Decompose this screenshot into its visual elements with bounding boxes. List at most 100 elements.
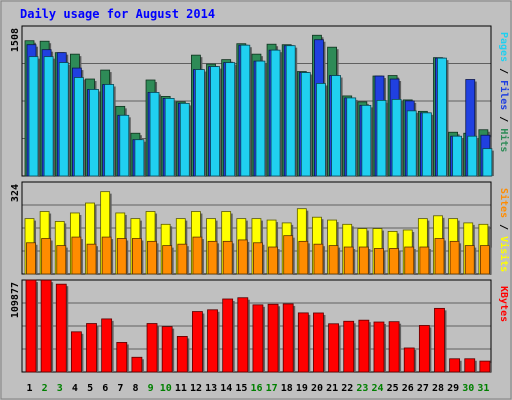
- visits-panel-legend: Sites / Visits: [498, 188, 510, 272]
- legend-separator: /: [498, 62, 509, 80]
- pages-bar: [89, 89, 99, 177]
- pages-bar: [195, 69, 205, 177]
- kbytes-bar: [25, 279, 37, 373]
- kbytes-bar: [403, 347, 415, 373]
- pages-bar: [240, 44, 251, 177]
- pages-bar: [316, 83, 326, 177]
- pages-bar: [43, 56, 54, 177]
- pages-bar: [376, 100, 387, 177]
- sites-bar: [237, 239, 248, 275]
- pages-bar: [437, 57, 447, 177]
- sites-bar: [147, 240, 157, 275]
- hits-panel-ytick: 1508: [10, 28, 21, 52]
- pages-bar: [391, 99, 402, 177]
- pages-bar: [406, 110, 417, 177]
- pages-bar: [331, 75, 341, 177]
- kbytes-bar: [328, 323, 339, 373]
- kbytes-panel: 109877 KBytes: [10, 279, 509, 373]
- kbytes-bar: [192, 311, 203, 373]
- sites-bar: [222, 240, 233, 275]
- x-tick-label: 5: [87, 383, 93, 394]
- sites-bar: [358, 246, 369, 275]
- x-tick-label: 16: [250, 383, 262, 394]
- pages-bar: [104, 84, 115, 177]
- kbytes-bar: [86, 323, 97, 373]
- pages-bar: [164, 98, 175, 177]
- sites-bar: [253, 242, 263, 275]
- legend-kbytes: KBytes: [498, 286, 509, 322]
- sites-bar: [26, 242, 36, 275]
- kbytes-bar: [252, 304, 264, 373]
- x-tick-label: 8: [132, 383, 138, 394]
- kbytes-bar: [70, 331, 82, 373]
- sites-bar: [419, 246, 430, 275]
- pages-bar: [73, 77, 84, 177]
- x-tick-label: 10: [160, 383, 172, 394]
- kbytes-bar: [434, 307, 445, 373]
- kbytes-bar: [282, 303, 294, 373]
- visits-panel: 324 Sites / Visits: [10, 181, 510, 275]
- pages-bar: [225, 62, 236, 177]
- x-tick-label: 2: [42, 383, 48, 394]
- hits-panel: 1508 Pages / Files / Hits: [10, 25, 510, 177]
- pages-bar: [28, 56, 39, 177]
- legend-separator: /: [498, 110, 509, 128]
- x-tick-label: 28: [432, 383, 444, 394]
- visits-panel-ytick: 324: [10, 184, 21, 202]
- legend-files: Files: [498, 80, 510, 110]
- pages-bar: [179, 102, 190, 177]
- sites-bar: [328, 245, 339, 275]
- x-tick-label: 22: [341, 383, 353, 394]
- kbytes-bar: [343, 320, 355, 373]
- pages-bar: [210, 66, 220, 177]
- x-tick-label: 15: [235, 383, 247, 394]
- kbytes-bar: [267, 303, 279, 373]
- sites-bar: [86, 243, 97, 275]
- sites-bar: [389, 248, 399, 275]
- kbytes-bar: [313, 312, 324, 373]
- pages-bar: [452, 135, 463, 177]
- x-tick-label: 27: [417, 383, 429, 394]
- pages-bar: [270, 49, 281, 177]
- x-tick-label: 31: [477, 383, 489, 394]
- kbytes-bar: [464, 358, 476, 373]
- kbytes-bar: [237, 297, 249, 373]
- sites-bar: [464, 245, 475, 275]
- pages-bar: [482, 148, 493, 177]
- pages-bar: [134, 139, 145, 177]
- x-tick-label: 17: [266, 383, 278, 394]
- pages-bar: [285, 45, 296, 177]
- sites-bar: [132, 238, 142, 275]
- sites-bar: [374, 248, 384, 275]
- sites-bar: [192, 236, 203, 275]
- x-tick-label: 19: [296, 383, 308, 394]
- kbytes-bar: [449, 358, 461, 373]
- x-tick-label: 21: [326, 383, 338, 394]
- sites-bar: [207, 240, 218, 275]
- sites-bar: [41, 238, 52, 275]
- sites-bar: [162, 245, 173, 275]
- pages-bar: [421, 112, 432, 177]
- pages-bar: [255, 60, 266, 177]
- pages-bar: [300, 72, 311, 177]
- kbytes-bar: [207, 309, 218, 373]
- sites-bar: [479, 245, 490, 275]
- x-tick-label: 7: [117, 383, 123, 394]
- kbytes-bar: [176, 336, 188, 373]
- x-tick-label: 20: [311, 383, 323, 394]
- kbytes-bar: [418, 325, 430, 373]
- kbytes-bar: [116, 342, 128, 373]
- x-tick-label: 3: [57, 383, 63, 394]
- kbytes-bar: [146, 323, 158, 373]
- legend-visits: Visits: [498, 236, 510, 272]
- kbytes-panel-legend: KBytes: [498, 286, 509, 322]
- sites-bar: [283, 235, 294, 275]
- x-tick-label: 26: [402, 383, 414, 394]
- legend-separator: /: [498, 218, 509, 236]
- sites-bar: [56, 245, 67, 275]
- kbytes-bar: [222, 298, 234, 373]
- pages-bar: [149, 92, 160, 177]
- sites-bar: [404, 246, 415, 275]
- x-tick-label: 14: [220, 383, 232, 394]
